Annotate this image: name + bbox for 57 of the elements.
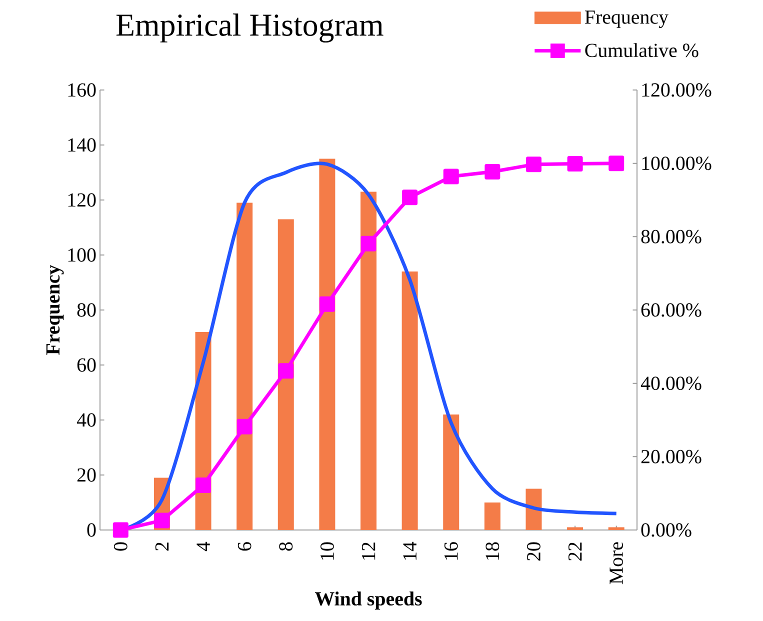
x-axis-title: Wind speeds (314, 592, 422, 610)
y2-tick-label: 0.00% (641, 523, 692, 537)
y-tick-label: 40 (76, 413, 96, 427)
point (567, 156, 583, 172)
bar (526, 488, 542, 530)
y2-tick-label: 40.00% (640, 376, 702, 390)
point (196, 478, 212, 494)
point (608, 156, 624, 172)
x-tick-label: 22 (568, 542, 582, 561)
y2-tick-label: 60.00% (641, 303, 702, 317)
bar (360, 192, 377, 530)
point (443, 168, 459, 184)
bar (608, 527, 624, 530)
bar (484, 502, 500, 530)
y-tick-label: 120 (68, 193, 96, 207)
x-tick-label: More (610, 542, 623, 584)
x-tick-label: 14 (403, 542, 416, 560)
legend-label: Cumulative % (585, 43, 698, 58)
x-tick-label: 20 (527, 542, 540, 561)
bar (236, 202, 253, 530)
x-tick-label: 4 (196, 542, 210, 552)
point (319, 296, 335, 312)
point (236, 418, 252, 434)
legend-label: Frequency (584, 10, 668, 28)
y-tick-label: 100 (68, 248, 96, 262)
y-tick-label: 20 (77, 468, 96, 482)
y2-tick-label: 100.00% (642, 156, 712, 170)
x-tick-label: 16 (444, 542, 458, 560)
point (360, 236, 376, 252)
y-tick-label: 60 (77, 358, 96, 372)
y2-tick-label: 120.00% (642, 83, 712, 97)
point (402, 190, 418, 206)
y-tick-label: 0 (87, 523, 96, 537)
x-tick-label: 10 (320, 542, 334, 560)
bar (443, 414, 460, 530)
y-axis-title: Frequency (46, 264, 64, 355)
bar (402, 271, 418, 530)
y2-tick-label: 20.00% (641, 450, 702, 464)
point (484, 164, 500, 180)
chart-title: Empirical Histogram (116, 14, 384, 43)
x-tick-label: 2 (155, 542, 169, 551)
y-tick-label: 80 (77, 303, 96, 317)
bar (278, 219, 294, 530)
point (526, 156, 542, 172)
y2-tick-label: 80.00% (641, 230, 702, 244)
point (278, 363, 294, 379)
x-tick-label: 0 (114, 542, 128, 551)
x-tick-label: 8 (279, 542, 293, 551)
y-tick-label: 140 (68, 138, 96, 152)
x-tick-label: 18 (486, 542, 500, 560)
y-tick-label: 160 (68, 83, 96, 97)
x-tick-label: 6 (238, 542, 252, 551)
point (154, 512, 170, 528)
bar (319, 158, 336, 530)
point (112, 522, 128, 538)
x-tick-label: 12 (362, 542, 376, 560)
bar (567, 527, 584, 530)
